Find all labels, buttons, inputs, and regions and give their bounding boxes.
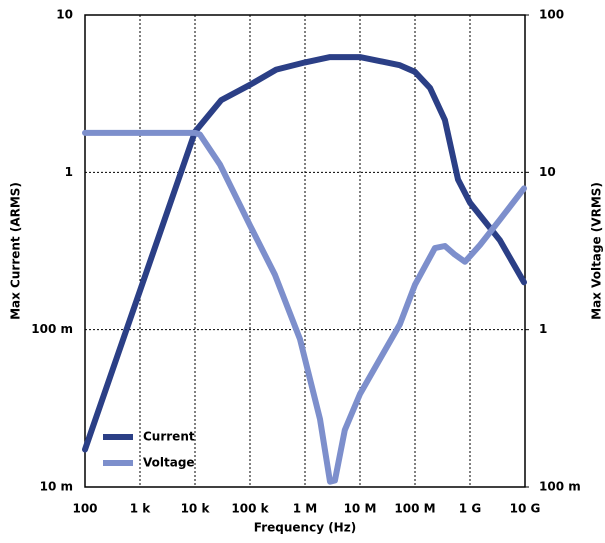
line: [82, 129, 527, 485]
legend-label: Voltage: [143, 456, 195, 470]
y2-tick-label: 100: [539, 8, 564, 22]
x-axis-label: Frequency (Hz): [254, 521, 356, 535]
x-tick-label: 1 M: [293, 502, 317, 516]
plot-frame: [84, 14, 526, 488]
legend-label: Current: [143, 430, 195, 444]
x-tick-label: 100 k: [231, 502, 269, 516]
y2-tick-label: 10: [539, 165, 556, 179]
x-tick-label: 10 G: [510, 502, 541, 516]
y-axis-label: Max Current (ARMS): [9, 182, 23, 320]
x-tick-label: 1 k: [130, 502, 152, 516]
y2-axis-label: Max Voltage (VRMS): [590, 182, 604, 320]
y2-tick-label: 1: [539, 322, 547, 336]
y-tick-label: 10 m: [40, 480, 73, 494]
x-tick-label: 100 M: [394, 502, 435, 516]
y-tick-label: 10: [56, 8, 73, 22]
x-tick-label: 1 G: [459, 502, 481, 516]
y-tick-label: 1: [65, 165, 73, 179]
x-tick-label: 10 M: [344, 502, 377, 516]
y2-tick-label: 100 m: [539, 480, 581, 494]
x-tick-label: 100: [72, 502, 97, 516]
line: [82, 54, 527, 453]
y-tick-label: 100 m: [31, 322, 73, 336]
x-tick-label: 10 k: [181, 502, 211, 516]
